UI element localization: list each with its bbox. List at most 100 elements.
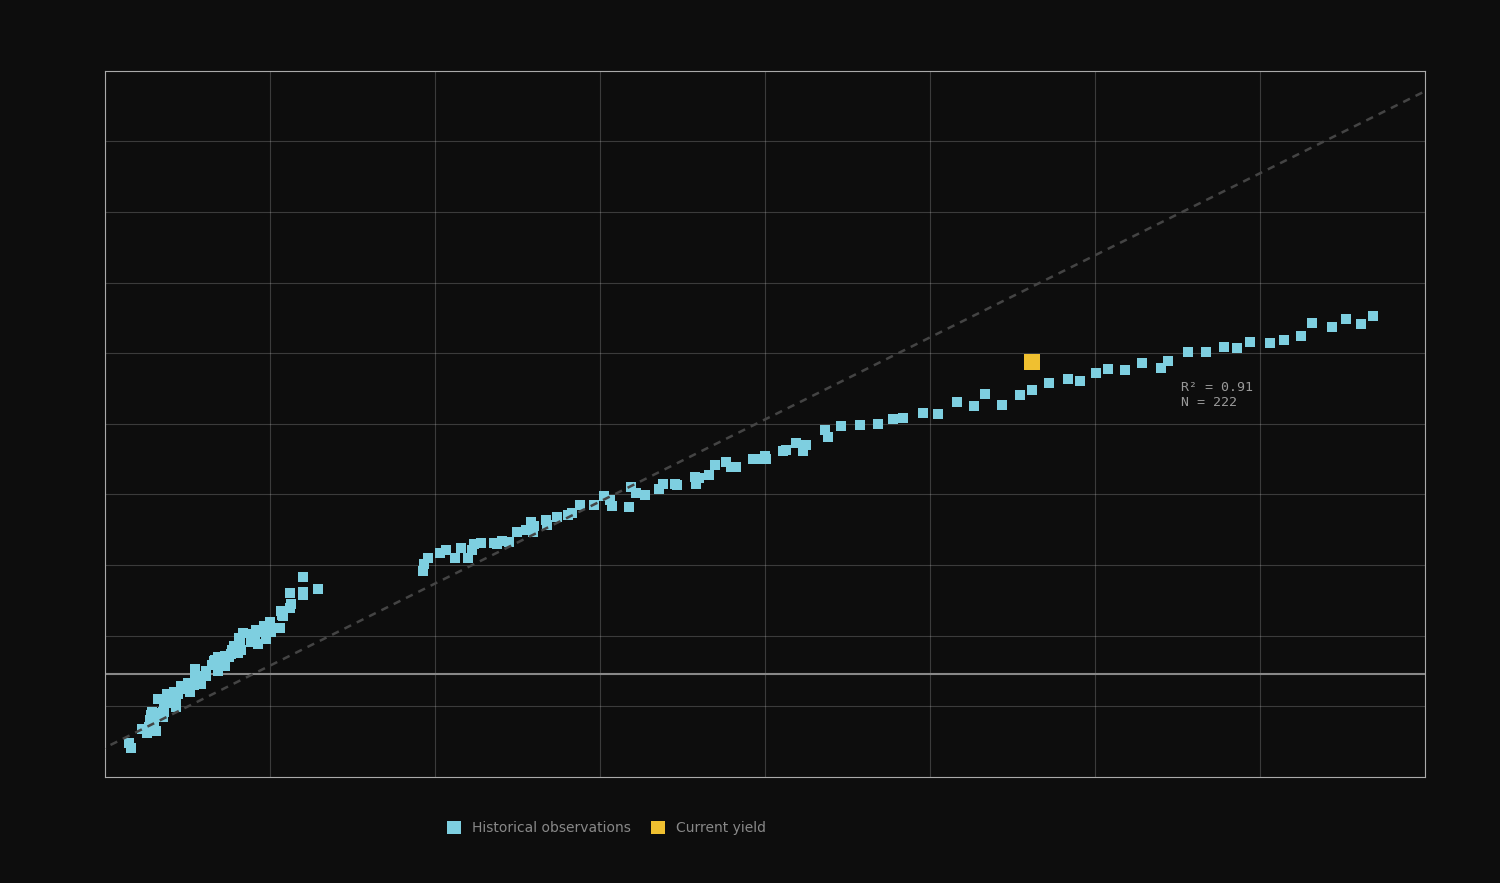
Point (219, 646, 243, 660)
Point (154, 696, 178, 710)
Point (291, 585, 315, 600)
Point (156, 687, 180, 701)
Point (1056, 373, 1080, 387)
Point (186, 670, 210, 684)
Point (186, 668, 210, 683)
Point (202, 653, 226, 668)
Point (684, 477, 708, 491)
Point (456, 551, 480, 565)
Point (427, 547, 451, 561)
Point (1258, 336, 1282, 350)
Point (522, 519, 546, 533)
Point (268, 604, 292, 618)
Point (741, 452, 765, 466)
Point (1020, 355, 1044, 369)
Point (616, 500, 640, 514)
Point (200, 658, 223, 672)
Point (433, 543, 457, 557)
Point (216, 650, 240, 664)
Point (926, 407, 950, 421)
Point (646, 482, 670, 496)
Point (152, 710, 176, 724)
Point (135, 726, 159, 740)
Point (1334, 312, 1358, 326)
Point (178, 685, 203, 699)
Point (279, 597, 303, 611)
Point (1113, 363, 1137, 377)
Point (847, 418, 871, 432)
Legend: Historical observations, Current yield: Historical observations, Current yield (441, 816, 772, 841)
Point (164, 691, 188, 705)
Point (774, 443, 798, 457)
Point (1226, 342, 1250, 356)
Point (865, 417, 889, 431)
Point (279, 600, 303, 615)
Point (152, 701, 176, 715)
Point (260, 622, 284, 636)
Point (536, 517, 560, 532)
Point (582, 497, 606, 511)
Point (222, 643, 246, 657)
Point (118, 741, 142, 755)
Point (231, 626, 255, 640)
Point (291, 570, 315, 585)
Point (682, 471, 706, 485)
Point (291, 588, 315, 602)
Point (556, 509, 580, 523)
Point (718, 460, 742, 474)
Point (194, 668, 217, 683)
Point (152, 706, 176, 720)
Point (754, 452, 778, 466)
Point (990, 398, 1014, 412)
Point (1020, 382, 1044, 396)
Point (176, 676, 200, 691)
Point (633, 487, 657, 502)
Point (1362, 309, 1386, 323)
Point (166, 687, 190, 701)
Point (117, 736, 141, 750)
Point (170, 679, 194, 693)
Point (444, 551, 468, 565)
Point (1194, 345, 1218, 359)
Point (696, 468, 720, 482)
Point (213, 659, 237, 673)
Point (244, 623, 268, 638)
Point (598, 493, 622, 507)
Point (217, 650, 242, 664)
Point (413, 557, 436, 571)
Point (830, 419, 854, 434)
Point (974, 387, 998, 401)
Point (470, 536, 494, 550)
Point (183, 662, 207, 676)
Point (1176, 345, 1200, 359)
Point (813, 423, 837, 437)
Point (256, 623, 280, 638)
Point (560, 506, 584, 520)
Point (945, 396, 969, 410)
Point (1084, 366, 1108, 380)
Point (771, 444, 795, 458)
Point (177, 680, 201, 694)
Point (188, 673, 211, 687)
Point (747, 452, 771, 466)
Point (816, 430, 840, 444)
Point (1068, 374, 1092, 389)
Point (490, 534, 514, 548)
Point (194, 664, 217, 678)
Point (278, 586, 302, 600)
Point (1300, 316, 1324, 330)
Point (600, 499, 624, 513)
Point (243, 629, 267, 643)
Point (206, 664, 230, 678)
Point (498, 535, 522, 549)
Point (182, 677, 206, 691)
Point (252, 619, 276, 633)
Point (202, 653, 226, 668)
Point (592, 488, 616, 502)
Point (138, 713, 162, 727)
Point (651, 478, 675, 492)
Point (141, 714, 165, 728)
Point (158, 693, 182, 707)
Point (514, 523, 538, 537)
Point (1348, 316, 1372, 330)
